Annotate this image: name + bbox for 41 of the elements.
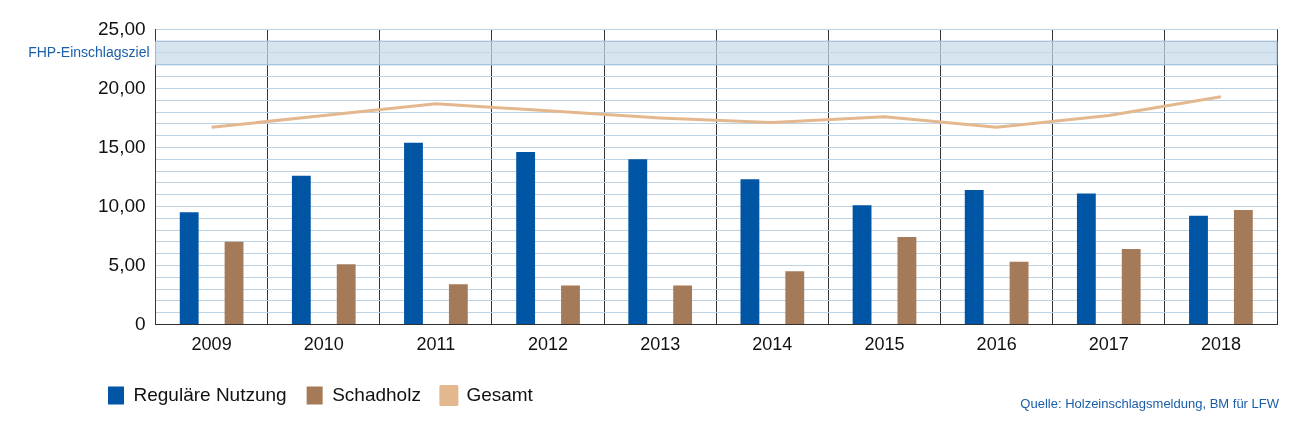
x-tick-label: 2009 — [191, 334, 232, 355]
bar — [291, 175, 311, 324]
bar — [1076, 193, 1096, 324]
bar — [897, 237, 917, 324]
bar — [964, 189, 984, 324]
bar — [852, 205, 872, 324]
x-tick-label: 2011 — [416, 334, 456, 355]
bar — [1121, 248, 1141, 324]
band-label: FHP-Einschlagsziel — [28, 43, 150, 60]
bar — [673, 285, 693, 324]
bar — [1233, 209, 1253, 324]
y-tick-label: 0 — [134, 312, 146, 334]
bar — [179, 212, 199, 324]
y-tick-label: 25,00 — [98, 17, 146, 39]
y-tick-label: 20,00 — [98, 76, 146, 98]
bar — [224, 241, 244, 324]
x-tick-label: 2015 — [864, 334, 905, 355]
x-tick-label: 2017 — [1088, 334, 1129, 355]
y-tick-label: 10,00 — [98, 194, 146, 216]
y-tick-label: 15,00 — [98, 135, 146, 157]
bar — [1189, 215, 1208, 324]
bar — [448, 284, 468, 324]
x-tick-label: 2016 — [976, 334, 1017, 355]
x-tick-label: 2010 — [303, 334, 344, 355]
bar — [561, 285, 580, 324]
bar — [785, 271, 805, 324]
bar — [336, 264, 356, 324]
legend-label: Gesamt — [466, 383, 534, 405]
legend-label: Schadholz — [332, 383, 421, 405]
x-tick-label: 2014 — [752, 334, 793, 355]
legend-label: Reguläre Nutzung — [133, 383, 287, 405]
bar — [628, 159, 648, 324]
source-note: Quelle: Holzeinschlagsmeldung, BM für LFW — [1020, 396, 1280, 412]
y-tick-label: 5,00 — [108, 253, 146, 275]
bar — [740, 179, 760, 324]
bar — [404, 142, 423, 324]
x-tick-label: 2012 — [528, 334, 569, 355]
bar — [1009, 261, 1029, 324]
bar — [516, 152, 536, 324]
x-tick-label: 2018 — [1200, 334, 1241, 355]
x-tick-label: 2013 — [640, 334, 681, 355]
